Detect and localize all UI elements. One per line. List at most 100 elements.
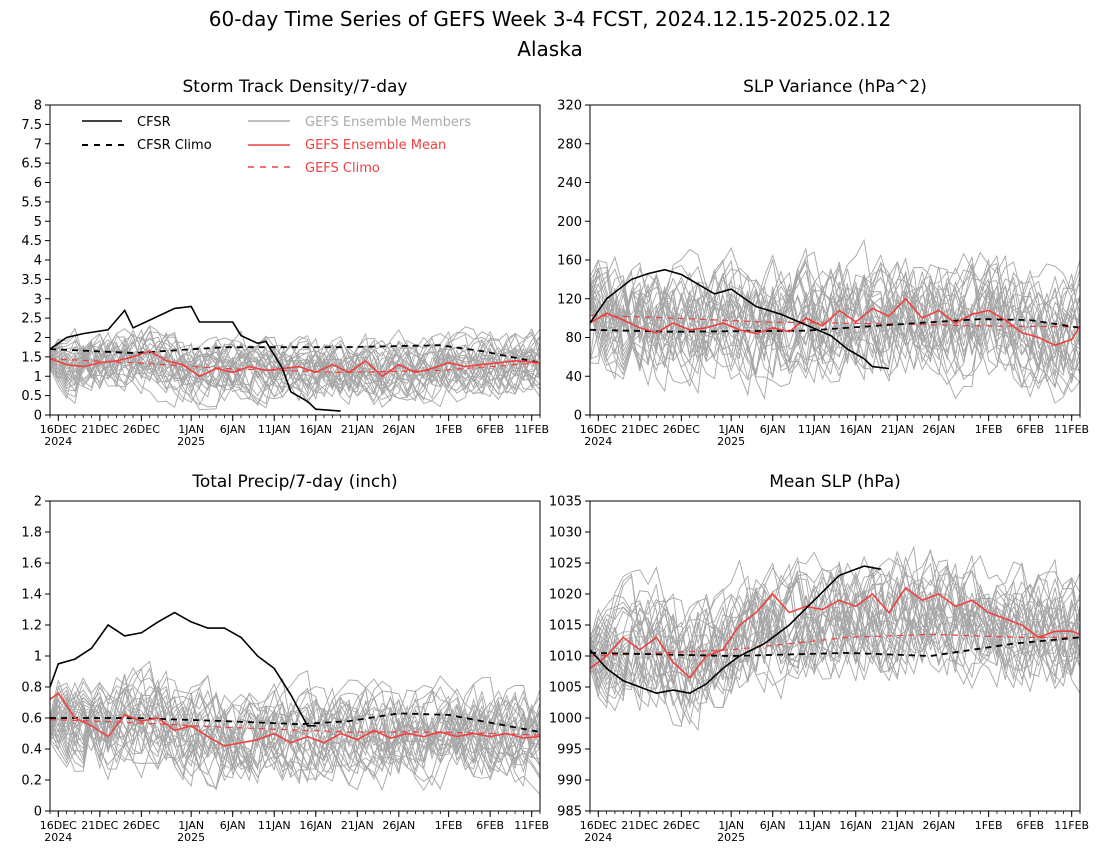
x-tick-label: 6FEB [1016, 423, 1044, 436]
y-tick-label: 1 [34, 650, 42, 665]
x-tick-label: 26DEC [663, 423, 700, 436]
ensemble-member-line [590, 556, 1080, 725]
y-tick-label: 5.5 [21, 195, 42, 210]
y-tick-label: 3.5 [21, 273, 42, 288]
ensemble-member-line [590, 563, 1080, 708]
x-tick-year-label: 2025 [717, 435, 745, 448]
ensemble-member-line [590, 564, 1080, 713]
y-tick-label: 1035 [549, 495, 582, 510]
x-tick-label: 11FEB [514, 819, 549, 832]
x-tick-label: 21JAN [341, 423, 374, 436]
x-tick-label: 6FEB [476, 423, 504, 436]
y-tick-label: 0.6 [21, 712, 42, 727]
y-tick-label: 1010 [549, 650, 582, 665]
x-tick-label: 1FEB [435, 819, 463, 832]
ensemble-member-line [50, 686, 540, 795]
y-tick-label: 1000 [549, 712, 582, 727]
y-tick-label: 40 [565, 370, 582, 385]
x-tick-label: 6JAN [760, 819, 786, 832]
x-tick-label: 1JAN [718, 423, 744, 436]
ensemble-mean-line [50, 692, 540, 747]
x-tick-label: 6FEB [476, 819, 504, 832]
ensemble-members [50, 660, 540, 795]
ensemble-member-line [590, 561, 1080, 726]
x-tick-year-label: 2024 [584, 435, 612, 448]
legend-cfsr-climo-label: CFSR Climo [137, 138, 212, 153]
x-tick-label: 21DEC [81, 423, 118, 436]
x-tick-label: 26DEC [123, 423, 160, 436]
y-tick-label: 7 [34, 137, 42, 152]
y-tick-label: 2 [34, 495, 42, 510]
ensemble-member-line [590, 246, 1080, 390]
x-tick-label: 11JAN [798, 423, 831, 436]
ensemble-member-line [50, 670, 540, 775]
x-tick-label: 6JAN [760, 423, 786, 436]
x-tick-label: 26JAN [382, 423, 415, 436]
y-tick-label: 1005 [549, 681, 582, 696]
y-tick-label: 2 [34, 331, 42, 346]
y-tick-label: 990 [557, 774, 582, 789]
cfsr-line [590, 565, 881, 695]
legend-gefs-climo-label: GEFS Climo [305, 161, 380, 176]
ensemble-member-line [50, 681, 540, 779]
cfsr-line [590, 268, 890, 370]
figure-title: 60-day Time Series of GEFS Week 3-4 FCST… [209, 7, 891, 31]
y-tick-label: 0.8 [21, 681, 42, 696]
ensemble-member-line [50, 679, 540, 789]
x-tick-year-label: 2025 [717, 831, 745, 844]
y-tick-label: 1015 [549, 619, 582, 634]
x-tick-year-label: 2024 [584, 831, 612, 844]
x-tick-label: 26JAN [922, 819, 955, 832]
legend: CFSR CFSR Climo GEFS Ensemble Members GE… [82, 115, 471, 176]
panel-title: SLP Variance (hPa^2) [743, 77, 927, 97]
y-tick-label: 1.8 [21, 526, 42, 541]
y-tick-label: 240 [557, 176, 582, 191]
x-tick-label: 11JAN [258, 423, 291, 436]
storm-track-density-panel: Storm Track Density/7-day 0 0.5 1 1.5 2 2.5 3 3… [21, 77, 549, 448]
y-tick-label: 2.5 [21, 312, 42, 327]
y-tick-label: 120 [557, 292, 582, 307]
ensemble-mean-line [590, 586, 1080, 679]
y-tick-label: 280 [557, 137, 582, 152]
y-tick-label: 320 [557, 99, 582, 114]
plot-frame [49, 500, 541, 812]
y-tick-label: 0 [574, 409, 582, 424]
ensemble-members [590, 545, 1080, 732]
panel-title: Storm Track Density/7-day [183, 77, 408, 97]
y-tick-label: 0.2 [21, 774, 42, 789]
x-tick-label: 21JAN [881, 423, 914, 436]
x-tick-label: 26JAN [382, 819, 415, 832]
x-tick-year-label: 2025 [177, 831, 205, 844]
y-tick-label: 160 [557, 254, 582, 269]
x-tick-label: 1JAN [178, 423, 204, 436]
x-tick-label: 21JAN [341, 819, 374, 832]
slp-variance-panel: SLP Variance (hPa^2) 0 40 80 120 160 200 240 28… [557, 77, 1089, 448]
y-tick-label: 0.4 [21, 743, 42, 758]
y-tick-label: 7.5 [21, 118, 42, 133]
x-tick-year-label: 2024 [44, 435, 72, 448]
y-tick-label: 1025 [549, 557, 582, 572]
x-tick-label: 1JAN [718, 819, 744, 832]
y-tick-label: 8 [34, 99, 42, 114]
ensemble-member-line [50, 686, 540, 764]
y-tick-label: 200 [557, 215, 582, 230]
y-tick-label: 985 [557, 805, 582, 820]
x-tick-label: 1JAN [178, 819, 204, 832]
x-tick-label: 16JAN [299, 423, 332, 436]
x-tick-label: 6JAN [220, 423, 246, 436]
ensemble-member-line [590, 261, 1080, 380]
y-tick-label: 1.6 [21, 557, 42, 572]
y-tick-label: 1030 [549, 526, 582, 541]
gefs-climo-line [590, 633, 1080, 657]
x-tick-label: 26DEC [123, 819, 160, 832]
x-tick-label: 21DEC [621, 819, 658, 832]
cfsr-line [50, 611, 316, 727]
y-tick-label: 4 [34, 254, 42, 269]
x-tick-label: 16DEC [40, 819, 77, 832]
figure-subtitle: Alaska [517, 37, 582, 61]
y-tick-label: 6 [34, 176, 42, 191]
ensemble-member-line [50, 697, 540, 778]
ensemble-member-line [590, 261, 1080, 399]
x-tick-label: 6JAN [220, 819, 246, 832]
